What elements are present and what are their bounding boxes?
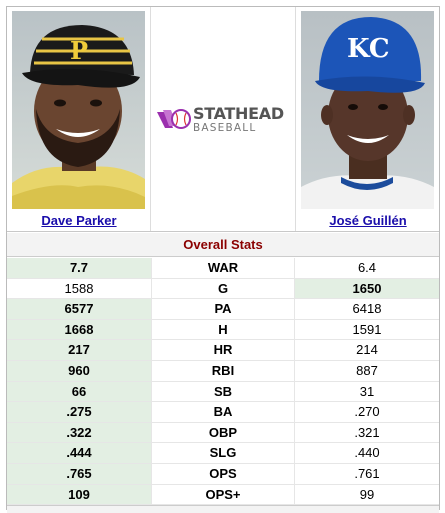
stat-value-right: 99: [295, 485, 439, 506]
stat-label: OPS+: [151, 484, 295, 506]
stat-row: .444 SLG .440: [7, 443, 439, 464]
stats-table: 7.7 WAR 6.4 1588 G 1650 6577 PA 6418 1668 H 1591 217…: [7, 258, 439, 506]
player-link-left[interactable]: Dave Parker: [41, 213, 117, 228]
stat-label: H: [151, 319, 295, 341]
player-header: P Dave Parker STATHEAD BASEBALL: [7, 7, 439, 232]
stat-value-left: 1668: [7, 319, 151, 341]
stat-value-left: 109: [7, 484, 151, 506]
stat-row: 66 SB 31: [7, 381, 439, 403]
stat-row: .765 OPS .761: [7, 463, 439, 485]
stat-label: WAR: [151, 258, 295, 279]
stat-label: SB: [151, 381, 295, 403]
player-photo-right[interactable]: KC: [301, 11, 434, 209]
stat-label: SLG: [151, 443, 295, 464]
stathead-logo[interactable]: STATHEAD BASEBALL: [157, 105, 291, 135]
comparison-card: P Dave Parker STATHEAD BASEBALL: [6, 6, 440, 513]
player-column-left: P Dave Parker: [7, 7, 151, 231]
stat-value-right: 31: [295, 382, 439, 403]
stat-value-left: 217: [7, 340, 151, 361]
stat-value-right: 1591: [295, 320, 439, 341]
stat-label: PA: [151, 299, 295, 320]
stat-value-left: 7.7: [7, 258, 151, 279]
stat-row: 1588 G 1650: [7, 278, 439, 300]
stat-value-left: .765: [7, 463, 151, 485]
stat-value-right: .761: [295, 464, 439, 485]
stat-row: .322 OBP .321: [7, 422, 439, 444]
table-footer: [7, 505, 439, 513]
svg-text:P: P: [70, 36, 88, 65]
stat-value-left: .275: [7, 402, 151, 423]
stat-value-right: .440: [295, 443, 439, 464]
stat-label: OPS: [151, 463, 295, 485]
stat-label: OBP: [151, 422, 295, 444]
stat-value-left: 960: [7, 360, 151, 382]
stat-value-left: 6577: [7, 299, 151, 320]
stat-label: G: [151, 278, 295, 300]
stat-value-right: 887: [295, 361, 439, 382]
stat-value-right: 1650: [295, 278, 439, 300]
player-photo-left[interactable]: P: [12, 11, 145, 209]
brand-sub: BASEBALL: [193, 122, 257, 134]
stat-row: 109 OPS+ 99: [7, 484, 439, 506]
player-column-right: KC José Guillén: [295, 7, 439, 231]
stat-row: 7.7 WAR 6.4: [7, 258, 439, 279]
section-title: Overall Stats: [7, 233, 439, 257]
stat-label: BA: [151, 402, 295, 423]
stat-row: .275 BA .270: [7, 402, 439, 423]
stat-value-right: 6.4: [295, 258, 439, 279]
stat-label: RBI: [151, 360, 295, 382]
stat-value-left: 66: [7, 381, 151, 403]
stathead-mark-icon: [157, 109, 191, 129]
stat-label: HR: [151, 340, 295, 361]
stat-value-right: .270: [295, 402, 439, 423]
stat-value-left: .444: [7, 443, 151, 464]
brand-name: STATHEAD: [193, 104, 284, 123]
stat-value-right: .321: [295, 423, 439, 444]
player-link-right[interactable]: José Guillén: [329, 213, 407, 228]
stat-row: 6577 PA 6418: [7, 299, 439, 320]
stat-value-left: .322: [7, 422, 151, 444]
stat-row: 960 RBI 887: [7, 360, 439, 382]
stat-value-right: 214: [295, 340, 439, 361]
stat-row: 1668 H 1591: [7, 319, 439, 341]
stat-value-left: 1588: [7, 279, 151, 300]
stat-row: 217 HR 214: [7, 340, 439, 361]
svg-text:KC: KC: [347, 34, 390, 64]
stat-value-right: 6418: [295, 299, 439, 320]
